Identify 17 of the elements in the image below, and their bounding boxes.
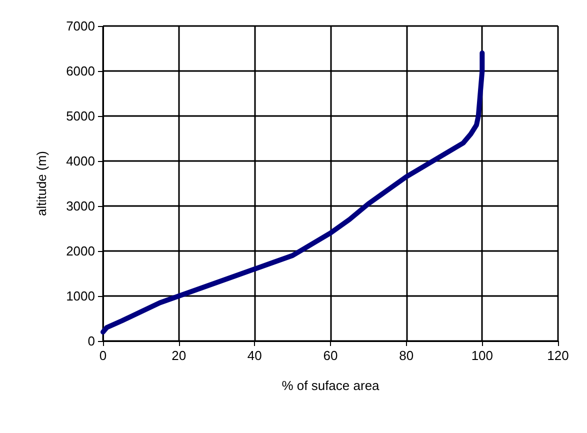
x-tick-label: 0 [99,348,107,363]
y-tick-label: 5000 [66,108,95,124]
y-tick-label: 2000 [66,244,95,258]
x-tick-label: 100 [471,348,494,363]
y-tick-label: 4000 [66,154,95,168]
y-tick-label: 1000 [66,288,95,304]
x-tick-label: 120 [547,348,569,363]
y-tick-label: 3000 [66,198,95,214]
y-tick-label: 6000 [66,64,95,78]
x-tick-label: 60 [323,348,338,363]
y-tick-label: 7000 [66,18,95,34]
y-axis-title: altitude (m) [34,150,49,216]
x-tick-label: 20 [172,348,186,363]
x-axis-title: % of suface area [282,378,380,393]
x-tick-label: 80 [399,348,414,363]
x-tick-label: 40 [247,348,262,363]
y-tick-label: 0 [88,334,95,348]
